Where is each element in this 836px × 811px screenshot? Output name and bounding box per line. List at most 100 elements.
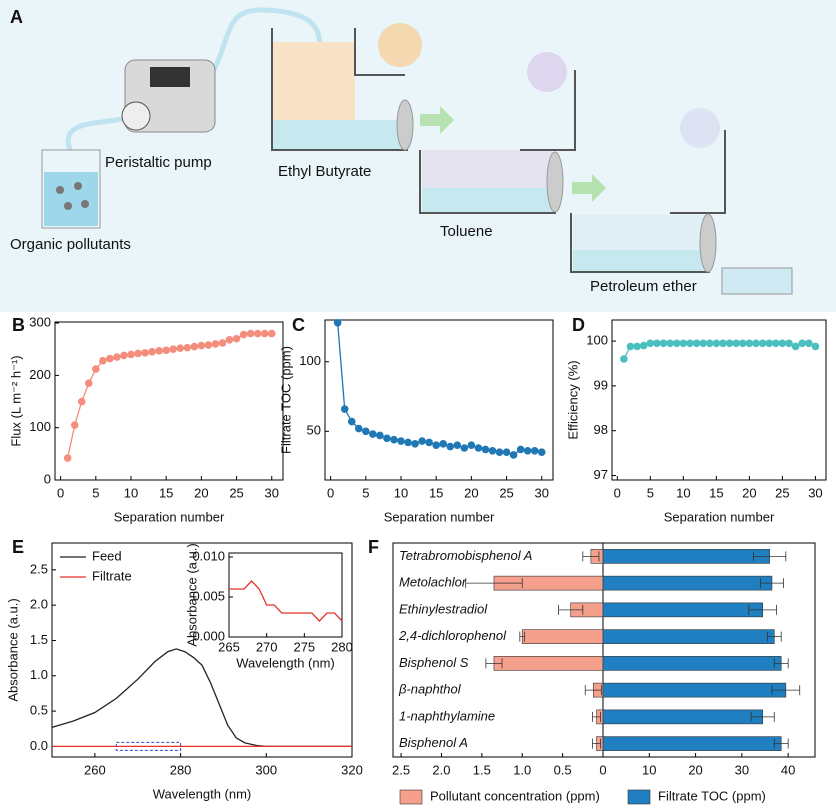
water-layer: [422, 188, 552, 213]
category-label: β-naphthol: [398, 682, 462, 697]
tank-wall: [419, 70, 576, 214]
x-tick-label: 30: [265, 485, 279, 500]
bar: [602, 549, 770, 564]
bar: [602, 629, 775, 644]
y-tick-label: 99: [594, 377, 608, 392]
data-point: [725, 339, 734, 348]
data-point: [712, 339, 721, 348]
data-point: [411, 440, 419, 448]
legend-swatch: [627, 789, 651, 805]
data-point: [523, 446, 532, 455]
data-line: [229, 580, 343, 622]
data-point: [397, 437, 405, 445]
data-point: [672, 339, 681, 348]
y-tick-label: 2.0: [30, 597, 48, 612]
x-tick-label: 275: [293, 639, 315, 654]
category-label: Bisphenol S: [399, 655, 469, 670]
diagram-label: Ethyl Butyrate: [278, 163, 371, 180]
data-point: [509, 451, 518, 459]
zoom-circle: [680, 108, 720, 148]
data-point: [362, 427, 370, 436]
x-tick-label: 15: [159, 485, 173, 500]
data-point: [239, 330, 248, 339]
y-tick-label: 100: [29, 419, 51, 434]
data-line: [51, 648, 352, 748]
x-tick-label: 2.0: [432, 762, 450, 777]
data-point: [141, 349, 149, 357]
panel-label: F: [368, 537, 379, 557]
y-tick-label: 0.0: [30, 738, 48, 753]
data-point: [778, 339, 787, 348]
y-tick-label: 2.5: [30, 561, 48, 576]
x-tick-label: 270: [256, 639, 278, 654]
x-tick-label: 25: [229, 485, 243, 500]
error-bar: [592, 738, 601, 749]
data-point: [92, 365, 100, 373]
data-point: [376, 431, 384, 440]
legend-swatch: [399, 789, 423, 805]
pollutant-dots: [56, 182, 89, 210]
x-tick-label: 0: [327, 485, 334, 500]
category-label: Tetrabromobisphenol A: [399, 548, 532, 563]
beaker-liquid: [44, 172, 98, 226]
y-tick-label: 0.005: [192, 588, 225, 603]
data-point: [354, 424, 363, 433]
data-point: [502, 448, 511, 456]
x-tick-label: 15: [429, 485, 443, 500]
error-bar: [465, 578, 523, 589]
data-point: [646, 339, 655, 348]
y-tick-label: 300: [29, 314, 51, 329]
y-axis-title: Filtrate TOC (ppm): [278, 346, 293, 454]
zoom-region: [115, 741, 182, 751]
panel-label: B: [12, 315, 25, 335]
data-point: [134, 349, 142, 358]
plot-frame: [324, 319, 554, 481]
x-tick-label: 20: [688, 762, 702, 777]
data-point: [679, 339, 688, 348]
membrane: [546, 151, 564, 213]
x-axis-title: Separation number: [114, 509, 225, 524]
toluene-layer: [422, 150, 552, 188]
data-point: [791, 342, 800, 351]
diagram-label: Petroleum ether: [590, 278, 697, 295]
data-point: [84, 379, 93, 388]
data-point: [765, 339, 773, 348]
diagram-label: Organic pollutants: [10, 236, 131, 253]
error-bar: [771, 685, 801, 696]
membrane: [699, 213, 717, 273]
data-point: [260, 329, 269, 338]
data-point: [211, 340, 220, 348]
y-axis-title: Flux (L m⁻² h⁻¹): [8, 355, 23, 446]
error-bar: [584, 685, 602, 696]
data-point: [218, 339, 227, 347]
x-axis-title: Wavelength (nm): [236, 655, 335, 670]
data-point: [516, 445, 525, 454]
y-tick-label: 0: [44, 471, 51, 486]
error-bar: [753, 551, 787, 562]
x-tick-label: 260: [84, 762, 106, 777]
data-point: [620, 355, 628, 363]
data-point: [719, 339, 727, 348]
diagram: A Peristaltic pump Organic pollutants Et…: [0, 0, 836, 312]
category-label: 2,4-dichlorophenol: [398, 628, 507, 643]
data-point: [253, 329, 262, 338]
error-bar: [773, 738, 789, 749]
pump-screen: [150, 67, 190, 87]
data-point: [639, 341, 648, 350]
x-tick-label: 0: [57, 485, 64, 500]
bar: [602, 682, 787, 698]
data-point: [659, 339, 668, 348]
data-point: [106, 354, 114, 363]
x-tick-label: 0.5: [554, 762, 572, 777]
data-point: [190, 342, 199, 351]
x-tick-label: 10: [394, 485, 408, 500]
data-point: [120, 351, 128, 360]
bar: [602, 602, 763, 618]
x-tick-label: 20: [194, 485, 208, 500]
error-bar: [766, 631, 782, 642]
data-point: [453, 441, 462, 450]
y-tick-label: 0.5: [30, 703, 48, 718]
panel-label: D: [572, 315, 585, 335]
data-point: [474, 444, 483, 452]
error-bar: [750, 711, 775, 722]
